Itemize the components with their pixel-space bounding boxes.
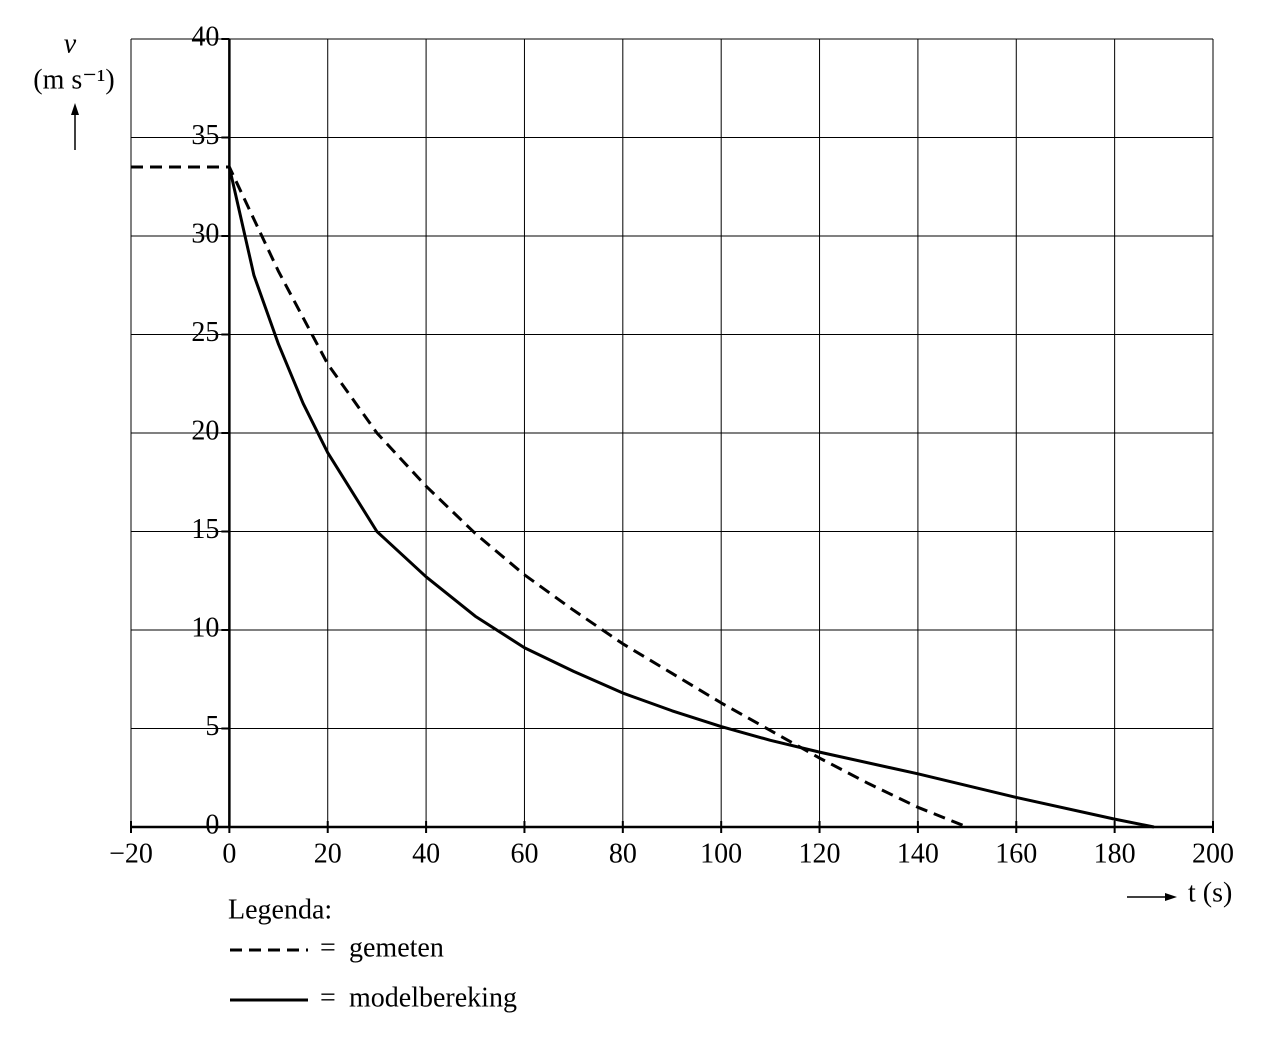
x-tick-label: 180 [1094, 838, 1136, 869]
y-tick-label: 10 [191, 612, 219, 643]
legend-separator: = [320, 932, 336, 963]
legend-label: gemeten [349, 932, 444, 963]
x-tick-label: 160 [995, 838, 1037, 869]
x-tick-label: 80 [609, 838, 637, 869]
y-axis-label: v [64, 28, 77, 59]
legend-label: modelbereking [349, 982, 517, 1013]
x-tick-label: 100 [700, 838, 742, 869]
x-tick-label: −20 [109, 838, 153, 869]
y-tick-label: 0 [205, 809, 219, 840]
x-tick-label: 40 [412, 838, 440, 869]
y-tick-label: 35 [191, 120, 219, 151]
y-tick-label: 15 [191, 514, 219, 545]
series-line [131, 165, 968, 829]
legend-separator: = [320, 982, 336, 1013]
y-tick-label: 25 [191, 317, 219, 348]
x-tick-label: 200 [1192, 838, 1234, 869]
x-tick-label: 60 [510, 838, 538, 869]
y-arrow-head [71, 103, 79, 115]
y-axis-unit: (m s⁻¹) [33, 64, 115, 95]
x-arrow-head [1165, 893, 1177, 901]
y-tick-label: 40 [191, 21, 219, 52]
x-tick-label: 20 [314, 838, 342, 869]
y-tick-label: 20 [191, 415, 219, 446]
x-tick-label: 120 [799, 838, 841, 869]
y-tick-label: 5 [205, 711, 219, 742]
legend-title: Legenda: [228, 894, 332, 925]
x-axis-label: t (s) [1188, 877, 1232, 908]
x-tick-label: 140 [897, 838, 939, 869]
y-tick-label: 30 [191, 218, 219, 249]
series-line [227, 166, 1155, 829]
x-tick-label: 0 [222, 838, 236, 869]
